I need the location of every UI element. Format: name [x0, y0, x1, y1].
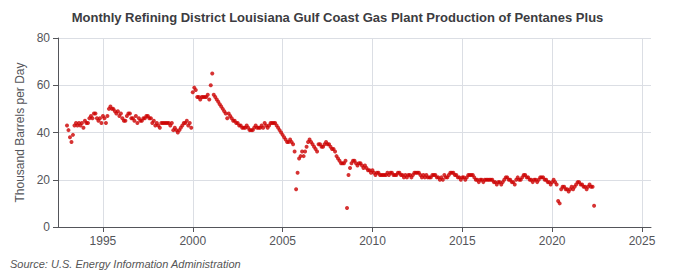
svg-text:0: 0: [43, 220, 50, 234]
svg-text:2025: 2025: [629, 234, 656, 248]
svg-text:2000: 2000: [179, 234, 206, 248]
svg-text:Thousand Barrels per Day: Thousand Barrels per Day: [13, 62, 27, 202]
svg-text:1995: 1995: [90, 234, 117, 248]
svg-text:80: 80: [37, 31, 51, 45]
svg-text:40: 40: [37, 126, 51, 140]
svg-text:2005: 2005: [269, 234, 296, 248]
svg-text:60: 60: [37, 78, 51, 92]
svg-text:2020: 2020: [539, 234, 566, 248]
svg-text:Monthly Refining District Loui: Monthly Refining District Louisiana Gulf…: [72, 10, 604, 25]
svg-text:20: 20: [37, 173, 51, 187]
svg-text:Source: U.S. Energy Informatio: Source: U.S. Energy Information Administ…: [10, 258, 241, 270]
svg-text:2015: 2015: [449, 234, 476, 248]
svg-text:2010: 2010: [359, 234, 386, 248]
